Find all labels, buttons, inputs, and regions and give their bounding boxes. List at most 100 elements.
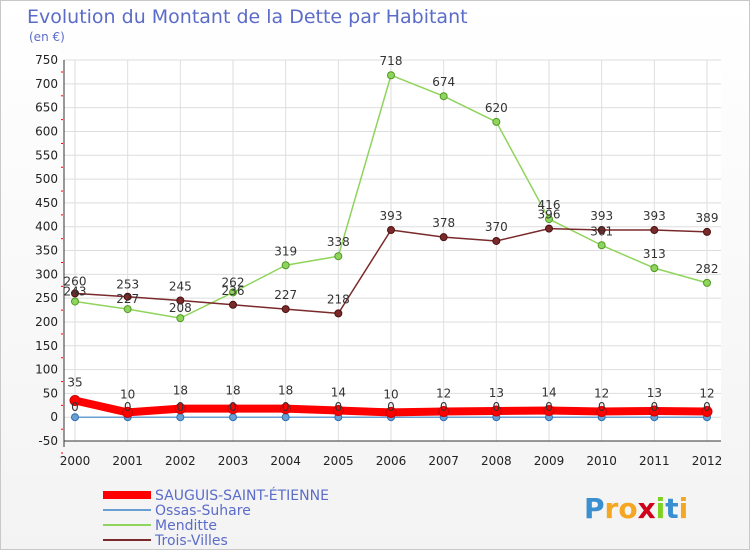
data-point [387, 71, 395, 80]
data-point [596, 405, 608, 417]
data-label: 0 [387, 400, 395, 414]
y-tick-label: 650 [35, 101, 58, 115]
data-label: 10 [120, 387, 135, 401]
data-point [71, 289, 79, 298]
data-point [229, 288, 237, 297]
data-point [281, 261, 290, 270]
data-point [229, 300, 237, 309]
data-point [176, 296, 185, 305]
data-label: 416 [538, 198, 561, 212]
y-tick-label: -50 [38, 434, 58, 448]
x-tick-label: 2009 [534, 454, 565, 468]
y-tick-label: 350 [35, 244, 58, 258]
data-label: 262 [222, 275, 245, 289]
y-tick-label: 200 [35, 315, 58, 329]
data-point [227, 403, 239, 415]
data-point [650, 264, 659, 273]
data-point [650, 226, 659, 235]
chart-subtitle: (en €) [29, 30, 65, 44]
data-label: 13 [489, 386, 504, 400]
x-tick-label: 2004 [270, 454, 301, 468]
y-tick-label: 300 [35, 267, 58, 281]
data-label: 10 [383, 387, 398, 401]
data-point [701, 405, 713, 417]
data-label: 393 [380, 209, 403, 223]
data-point [648, 405, 660, 417]
data-label: 208 [169, 301, 192, 315]
data-label: 0 [177, 400, 185, 414]
x-tick-label: 2010 [586, 454, 617, 468]
data-label: 319 [274, 244, 297, 258]
data-label: 227 [274, 288, 297, 302]
data-label: 260 [64, 274, 87, 288]
data-point [123, 305, 132, 314]
data-point [703, 278, 711, 287]
data-point [281, 413, 290, 422]
y-tick-label: 50 [43, 386, 58, 400]
data-point [176, 413, 185, 422]
y-tick-label: 500 [35, 172, 58, 186]
data-label: 389 [696, 211, 719, 225]
y-tick-label: 400 [35, 220, 58, 234]
data-point [703, 227, 711, 236]
data-label: 370 [485, 220, 508, 234]
data-label: 35 [67, 376, 82, 390]
x-tick-label: 2006 [376, 454, 407, 468]
y-tick-label: 600 [35, 124, 58, 138]
data-label: 313 [643, 247, 666, 261]
data-label: 14 [541, 386, 556, 400]
y-tick-label: 250 [35, 291, 58, 305]
x-tick-label: 2012 [692, 454, 723, 468]
data-label: 0 [598, 400, 606, 414]
data-point [492, 117, 501, 126]
data-label: 393 [643, 209, 666, 223]
x-tick-label: 2011 [639, 454, 670, 468]
x-tick-label: 2002 [165, 454, 196, 468]
data-point [439, 233, 448, 242]
data-label: 0 [124, 400, 132, 414]
data-point [597, 226, 606, 235]
data-point [385, 406, 397, 418]
data-label: 0 [282, 400, 290, 414]
data-label: 0 [71, 400, 79, 414]
data-label: 0 [545, 400, 553, 414]
data-label: 0 [651, 400, 659, 414]
legend-label: Trois-Villes [154, 533, 228, 549]
data-label: 393 [590, 209, 613, 223]
data-point [281, 305, 290, 314]
data-label: 18 [173, 384, 188, 398]
data-label: 18 [225, 384, 240, 398]
data-label: 18 [278, 384, 293, 398]
data-label: 620 [485, 101, 508, 115]
data-point [545, 215, 553, 224]
data-label: 227 [116, 292, 139, 306]
data-point [176, 314, 185, 323]
data-point [332, 405, 344, 417]
data-point [545, 224, 553, 233]
y-tick-label: 750 [35, 53, 58, 67]
legend-label: Ossas-Suhare [155, 503, 251, 519]
data-label: 253 [116, 278, 139, 292]
proxiti-logo: Proxiti [584, 492, 688, 525]
data-point [71, 413, 79, 422]
data-label: 361 [590, 224, 613, 238]
y-tick-label: 100 [35, 363, 58, 377]
data-label: 0 [493, 400, 501, 414]
y-tick-label: 0 [50, 410, 58, 424]
data-point [122, 406, 134, 418]
x-tick-label: 2007 [428, 454, 459, 468]
y-tick-label: 550 [35, 148, 58, 162]
data-point [280, 403, 292, 415]
data-label: 243 [64, 284, 87, 298]
data-point [123, 292, 132, 301]
legend-label: Menditte [155, 518, 217, 534]
logo-text: Proxiti [584, 492, 688, 525]
data-label: 14 [331, 386, 346, 400]
data-label: 0 [440, 400, 448, 414]
data-label: 218 [327, 292, 350, 306]
data-point [597, 241, 606, 250]
data-point [71, 297, 79, 306]
data-label: 338 [327, 235, 350, 249]
